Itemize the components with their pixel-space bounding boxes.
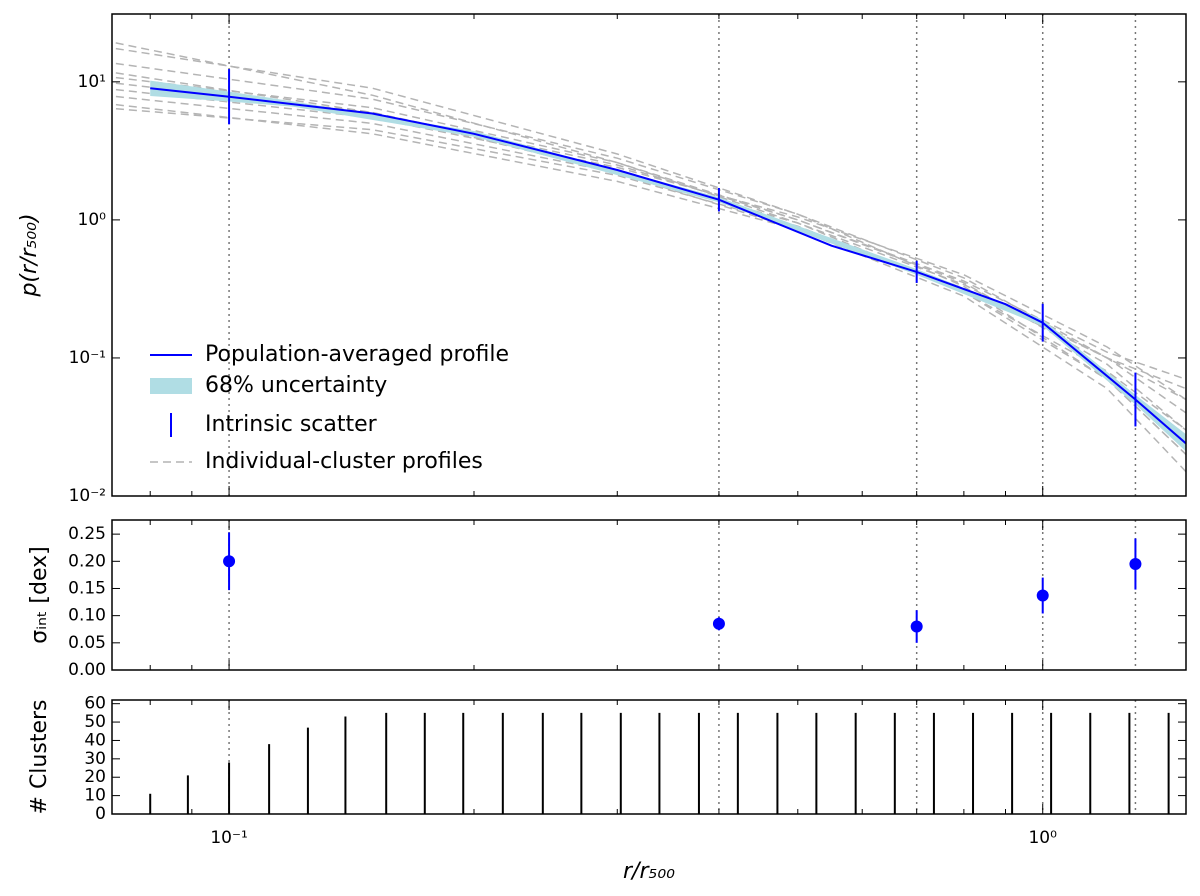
- data-point: [1036, 589, 1049, 602]
- y-tick-label: 0: [95, 804, 106, 824]
- mean-profile: [150, 87, 1186, 445]
- axes-frame: [111, 699, 1187, 815]
- x-tick-label: 10⁰: [1028, 828, 1057, 848]
- plot-area: [149, 700, 1170, 814]
- plot-area: [112, 14, 1186, 496]
- axes-frame: [111, 13, 1187, 497]
- y-tick-label: 50: [84, 712, 106, 732]
- cluster-profile: [112, 82, 1186, 381]
- y-tick-label: 0.10: [68, 606, 106, 626]
- axes-frame: [111, 519, 1187, 671]
- y-axis-label: p(r/r₅₀₀): [17, 213, 42, 297]
- y-tick-label: 20: [84, 767, 106, 787]
- y-tick-label: 10⁰: [78, 210, 107, 230]
- y-tick-label: 0.05: [68, 633, 106, 653]
- cluster-profile: [112, 88, 1186, 401]
- legend-label: Population-averaged profile: [205, 342, 509, 367]
- data-point: [712, 617, 725, 630]
- y-tick-label: 0.20: [68, 551, 106, 571]
- y-tick-label: 0.25: [68, 524, 106, 544]
- y-tick-label: 10⁻²: [69, 486, 106, 506]
- data-point: [223, 555, 236, 568]
- y-tick-label: 10⁻¹: [69, 348, 106, 368]
- x-tick-label: 10⁻¹: [210, 828, 247, 848]
- y-tick-label: 10¹: [78, 72, 106, 92]
- data-point: [1129, 558, 1142, 571]
- y-tick-label: 0.00: [68, 660, 106, 680]
- y-tick-label: 10: [84, 786, 106, 806]
- x-axis-label: r/r₅₀₀: [623, 859, 675, 884]
- data-point: [910, 620, 923, 633]
- y-tick-label: 0.15: [68, 578, 106, 598]
- legend-label: Individual-cluster profiles: [205, 449, 483, 474]
- y-tick-label: 40: [84, 730, 106, 750]
- legend-label: Intrinsic scatter: [205, 412, 378, 437]
- y-axis-label: # Clusters: [27, 700, 52, 815]
- y-tick-label: 60: [84, 694, 106, 714]
- plot-area: [223, 520, 1142, 670]
- legend-label: 68% uncertainty: [205, 373, 387, 398]
- y-tick-label: 30: [84, 749, 106, 769]
- legend-swatch: [150, 378, 192, 394]
- cluster-profile: [112, 76, 1186, 431]
- y-axis-label: σᵢₙₜ [dex]: [27, 546, 52, 643]
